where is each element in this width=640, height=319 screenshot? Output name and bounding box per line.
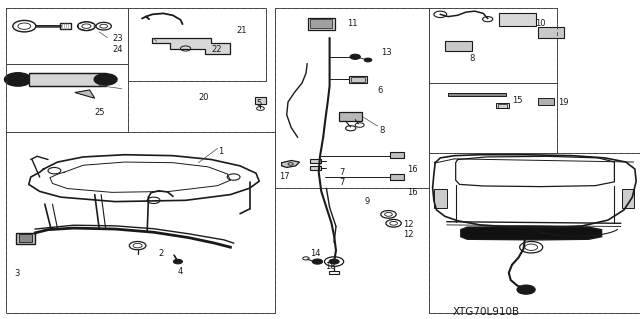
Bar — [390, 174, 404, 180]
Bar — [308, 18, 335, 30]
Bar — [349, 76, 367, 83]
Circle shape — [517, 285, 535, 294]
Circle shape — [99, 76, 112, 83]
Bar — [310, 19, 332, 28]
Text: 16: 16 — [407, 165, 418, 174]
Text: 8: 8 — [380, 126, 385, 135]
Bar — [6, 132, 275, 313]
Bar — [434, 189, 447, 208]
Bar — [6, 132, 275, 313]
Text: 22: 22 — [211, 45, 221, 54]
Text: 13: 13 — [381, 48, 392, 57]
Text: 10: 10 — [535, 19, 545, 27]
Text: 23: 23 — [112, 34, 123, 43]
Bar — [310, 159, 321, 163]
Bar — [496, 103, 509, 108]
Text: 15: 15 — [512, 96, 522, 105]
Circle shape — [9, 75, 27, 84]
Circle shape — [350, 54, 360, 59]
Bar — [445, 41, 472, 51]
Bar — [339, 112, 362, 121]
Bar — [275, 8, 429, 188]
Text: XTG70L910B: XTG70L910B — [453, 307, 520, 317]
Bar — [351, 77, 365, 82]
Text: 17: 17 — [279, 172, 290, 181]
Text: 12: 12 — [403, 220, 413, 229]
Bar — [128, 8, 266, 81]
Bar — [6, 64, 128, 132]
Text: 2: 2 — [159, 249, 164, 258]
Bar — [19, 234, 32, 242]
Bar — [622, 189, 634, 208]
Text: 20: 20 — [198, 93, 209, 101]
Bar — [448, 93, 506, 96]
Bar — [538, 27, 564, 38]
Text: 1: 1 — [218, 147, 223, 156]
Bar — [429, 8, 557, 83]
Bar — [29, 73, 106, 86]
Polygon shape — [461, 226, 602, 240]
Bar — [429, 83, 557, 153]
Text: 7: 7 — [339, 168, 344, 177]
Polygon shape — [152, 38, 230, 54]
Bar — [16, 233, 35, 244]
Circle shape — [173, 259, 182, 264]
Bar — [60, 23, 71, 29]
Bar — [329, 271, 339, 274]
Circle shape — [364, 58, 372, 62]
Bar — [498, 104, 507, 108]
Bar — [310, 166, 321, 170]
Polygon shape — [282, 160, 300, 167]
Text: 18: 18 — [325, 262, 336, 271]
Bar — [390, 152, 404, 158]
Text: 14: 14 — [310, 249, 320, 258]
Bar — [429, 8, 557, 83]
Bar — [275, 8, 429, 188]
Text: 3: 3 — [14, 269, 19, 278]
Text: 4: 4 — [178, 267, 183, 276]
Text: 6: 6 — [378, 86, 383, 95]
Bar — [6, 8, 128, 64]
Text: 12: 12 — [403, 230, 413, 239]
Bar — [6, 64, 128, 132]
Text: 8: 8 — [469, 54, 474, 63]
Text: 24: 24 — [112, 45, 122, 54]
Bar — [429, 153, 640, 313]
Bar — [429, 83, 557, 153]
Text: 16: 16 — [407, 188, 418, 197]
Circle shape — [94, 74, 117, 85]
Text: 9: 9 — [365, 197, 370, 206]
Bar — [128, 8, 266, 81]
Bar — [499, 13, 536, 26]
Circle shape — [4, 73, 31, 86]
Polygon shape — [75, 90, 95, 98]
Text: 7: 7 — [339, 178, 344, 187]
Text: 25: 25 — [95, 108, 105, 117]
Bar — [6, 8, 128, 64]
Bar — [429, 153, 640, 313]
Circle shape — [312, 259, 323, 264]
Text: 19: 19 — [558, 98, 568, 107]
Text: 11: 11 — [348, 19, 358, 27]
Bar — [538, 98, 554, 105]
Text: 21: 21 — [237, 26, 247, 35]
Bar — [255, 97, 266, 104]
Circle shape — [329, 259, 339, 264]
Text: 5: 5 — [256, 99, 261, 108]
